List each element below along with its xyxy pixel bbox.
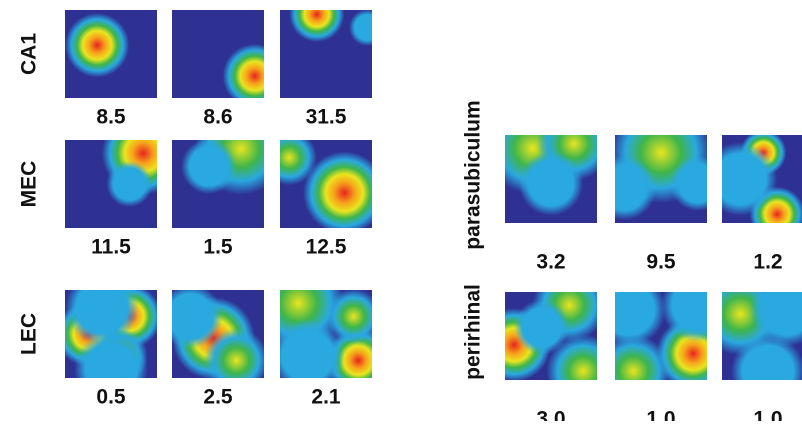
map-value: 8.5 [96,106,126,129]
rate-map [722,292,802,380]
rate-map [172,10,264,98]
firing-field [74,332,148,378]
row-label: parasubiculum [462,100,485,249]
row-label: MEC [18,161,41,208]
firing-field [204,328,264,378]
rate-map [615,135,707,223]
rate-map [65,290,157,378]
firing-field [65,290,139,345]
firing-field [172,290,223,349]
firing-field [749,292,802,347]
rate-map [505,292,597,380]
firing-field [289,10,345,42]
firing-field [518,151,584,216]
map-value: 11.5 [91,236,131,259]
row-label: perirhinal [462,284,485,380]
rate-map [722,135,802,223]
rate-map [615,292,707,380]
firing-field [615,155,657,220]
firing-field [349,10,372,46]
firing-field [280,140,317,186]
firing-field [722,142,778,216]
map-value: 3.0 [536,408,565,421]
map-value: 9.5 [646,251,676,274]
rate-map [280,140,372,228]
rate-map [65,140,157,228]
firing-field [670,155,707,211]
firing-field [106,161,153,207]
map-value: 1.2 [753,251,782,274]
firing-field [222,43,264,98]
firing-field [514,299,570,355]
map-value: 2.5 [203,386,233,409]
firing-field [280,319,345,378]
map-value: 31.5 [306,106,347,129]
firing-field [661,292,707,342]
rate-map [65,10,157,98]
rate-map [172,290,264,378]
rate-map [172,140,264,228]
rate-map [280,10,372,98]
row-label: CA1 [18,33,41,75]
map-value: 2.1 [311,386,341,409]
map-value: 1.0 [753,408,782,421]
map-value: 12.5 [306,236,347,259]
firing-field [303,151,372,228]
firing-field [615,292,666,347]
firing-field [181,140,237,194]
map-value: 1.0 [646,408,675,421]
firing-field [65,13,130,78]
rate-map [505,135,597,223]
rate-map [280,290,372,378]
map-value: 8.6 [203,106,232,129]
firing-field [731,334,802,380]
map-value: 3.2 [536,251,565,274]
map-value: 0.5 [96,386,126,409]
row-label: LEC [18,313,41,355]
firing-field [326,290,372,344]
map-value: 1.5 [203,236,233,259]
